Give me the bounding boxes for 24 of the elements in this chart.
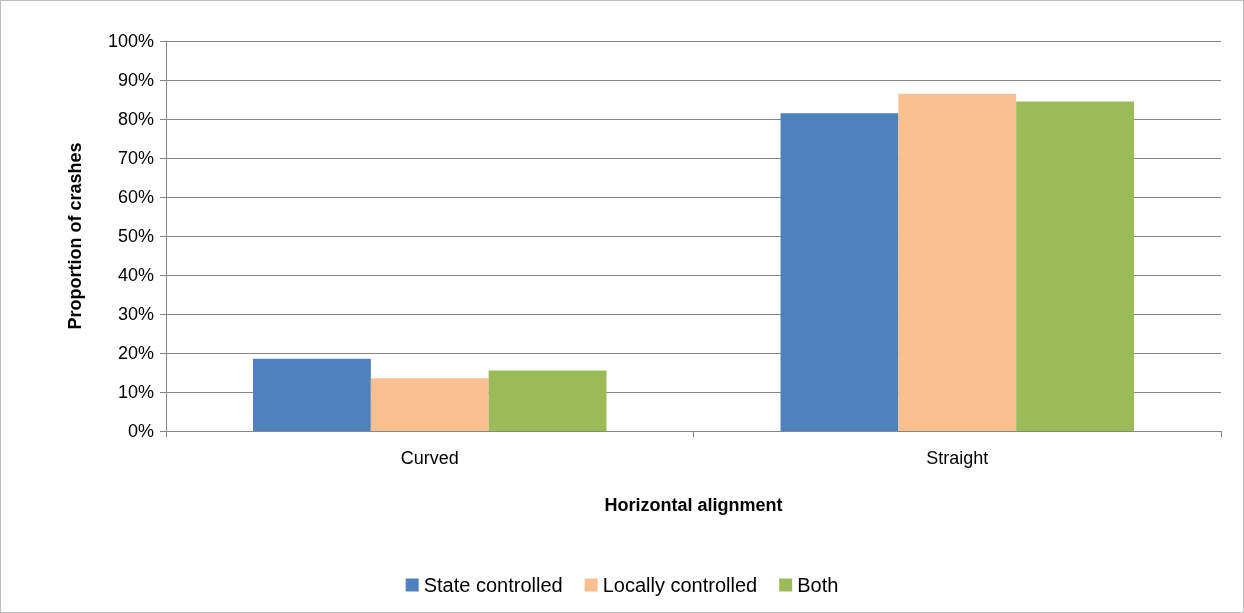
x-axis-title: Horizontal alignment (604, 495, 783, 515)
y-tick-label: 80% (117, 109, 154, 129)
y-tick-label: 0% (127, 421, 154, 441)
bar (780, 113, 899, 431)
x-tick-label: Curved (400, 448, 459, 468)
y-tick-label: 70% (117, 148, 154, 168)
bar (370, 378, 489, 431)
y-tick-label: 30% (117, 304, 154, 324)
bar (488, 370, 607, 431)
y-tick-label: 50% (117, 226, 154, 246)
bar (898, 93, 1017, 431)
legend-label: Both (797, 574, 839, 596)
legend-label: Locally controlled (602, 574, 758, 596)
y-tick-label: 60% (117, 187, 154, 207)
y-axis-title: Proportion of crashes (65, 142, 85, 330)
bar (1016, 101, 1134, 431)
x-tick-label: Straight (926, 448, 989, 468)
y-tick-label: 10% (117, 382, 154, 402)
bar (253, 358, 371, 431)
y-tick-label: 100% (107, 31, 154, 51)
legend-label: State controlled (423, 574, 563, 596)
y-tick-label: 90% (117, 70, 154, 90)
y-tick-label: 20% (117, 343, 154, 363)
y-tick-label: 40% (117, 265, 154, 285)
